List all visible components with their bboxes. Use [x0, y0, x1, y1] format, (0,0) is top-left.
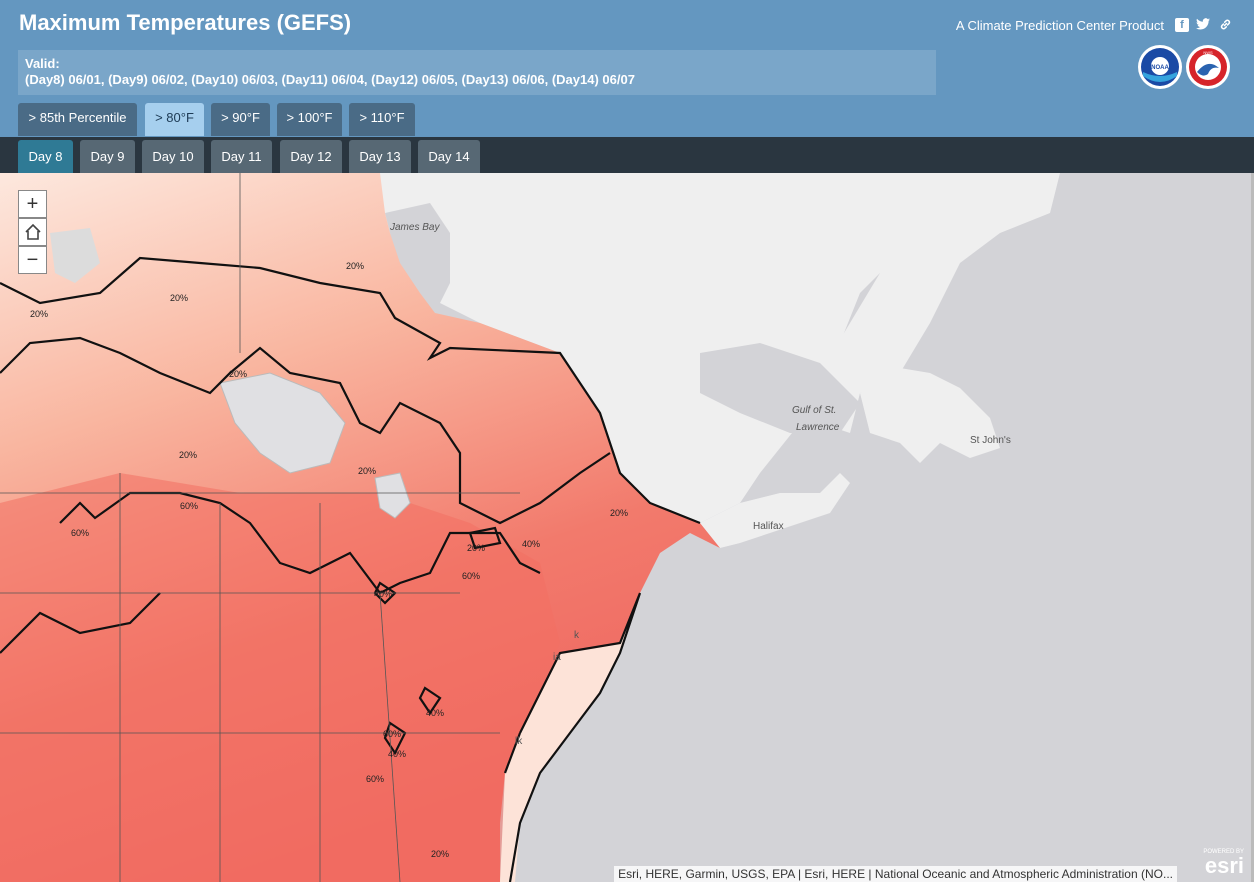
newfoundland — [860, 368, 1000, 463]
noaa-logo-text: NOAA — [1151, 65, 1169, 71]
canada-land — [380, 173, 920, 523]
nova-scotia — [700, 473, 850, 548]
label-gulf-line1: Gulf of St. — [792, 405, 836, 416]
tab-threshold-85th-percentile[interactable]: > 85th Percentile — [18, 103, 137, 136]
lake-winnipeg — [50, 228, 100, 283]
valid-label: Valid: — [25, 56, 60, 71]
product-label: A Climate Prediction Center Product — [955, 18, 1164, 33]
tab-day-11[interactable]: Day 11 — [211, 140, 272, 173]
zoom-in-button[interactable]: + — [18, 190, 47, 218]
label-halifax: Halifax — [753, 521, 784, 532]
tab-threshold-80f[interactable]: > 80°F — [145, 103, 204, 136]
gulf-of-st-lawrence — [700, 343, 860, 433]
contour-label: 20% — [170, 293, 188, 303]
valid-days-text: (Day8) 06/01, (Day9) 06/02, (Day10) 06/0… — [25, 72, 635, 87]
contour-label: 60% — [71, 528, 89, 538]
tab-threshold-100f[interactable]: > 100°F — [277, 103, 342, 136]
tab-day-9[interactable]: Day 9 — [80, 140, 135, 173]
header: Maximum Temperatures (GEFS) A Climate Pr… — [0, 0, 1254, 137]
contour-label: 20% — [358, 466, 376, 476]
label-philadelphia-partial: ia — [553, 652, 561, 663]
esri-logo-text: esri — [1204, 853, 1244, 878]
contour-label: 20% — [346, 261, 364, 271]
label-gulf-line2: Lawrence — [796, 422, 840, 433]
label-new-york-partial: k — [574, 630, 580, 641]
esri-logo[interactable]: POWERED BY esri — [1186, 849, 1244, 879]
state-boundaries — [0, 173, 520, 882]
tab-threshold-110f[interactable]: > 110°F — [349, 103, 415, 136]
facebook-icon[interactable]: f — [1175, 18, 1189, 32]
map-attribution: Esri, HERE, Garmin, USGS, EPA | Esri, HE… — [614, 866, 1177, 882]
nws-logo[interactable]: NWS — [1185, 44, 1231, 90]
home-button[interactable] — [18, 218, 47, 246]
day-tabs-bar: Day 8 Day 9 Day 10 Day 11 Day 12 Day 13 … — [0, 137, 1254, 173]
valid-dates-panel: Valid: (Day8) 06/01, (Day9) 06/02, (Day1… — [18, 50, 936, 95]
contour-label: 40% — [522, 539, 540, 549]
esri-powered-label: POWERED BY — [1203, 849, 1244, 855]
tab-day-14[interactable]: Day 14 — [418, 140, 480, 173]
lake-michigan — [374, 472, 411, 519]
labrador-land — [700, 173, 1060, 433]
label-st-johns: St John's — [970, 435, 1011, 446]
contour-label: 20% — [610, 508, 628, 518]
tab-day-12[interactable]: Day 12 — [280, 140, 342, 173]
tab-threshold-90f[interactable]: > 90°F — [211, 103, 270, 136]
contour-label: 40% — [426, 708, 444, 718]
tab-day-13[interactable]: Day 13 — [349, 140, 411, 173]
contour-label: 20% — [179, 450, 197, 460]
map-view[interactable]: James Bay Gulf of St. Lawrence St John's… — [0, 173, 1251, 882]
lake-superior — [219, 372, 346, 474]
contour-label: 60% — [180, 501, 198, 511]
contour-label: 20% — [229, 369, 247, 379]
map-canvas: James Bay Gulf of St. Lawrence St John's… — [0, 173, 1251, 882]
contour-label: 20% — [30, 309, 48, 319]
james-bay — [385, 203, 450, 313]
contour-label: 20% — [467, 543, 485, 553]
zoom-out-button[interactable]: − — [18, 246, 47, 274]
contour-label: 60% — [462, 571, 480, 581]
page-scrollbar[interactable] — [1251, 173, 1254, 882]
tab-day-8[interactable]: Day 8 — [18, 140, 73, 173]
contour-label: 20% — [431, 849, 449, 859]
contour-label: 40% — [374, 589, 392, 599]
page-title: Maximum Temperatures (GEFS) — [19, 10, 352, 35]
label-norfolk-partial: lk — [515, 736, 523, 747]
noaa-logo[interactable]: NOAA — [1137, 44, 1183, 90]
contour-label: 60% — [366, 774, 384, 784]
link-icon[interactable] — [1218, 18, 1232, 32]
nws-logo-text: NWS — [1203, 50, 1213, 55]
home-icon — [24, 223, 41, 240]
contour-lines — [0, 256, 701, 882]
tab-day-10[interactable]: Day 10 — [142, 140, 204, 173]
twitter-icon[interactable] — [1196, 18, 1210, 32]
contour-label: 60% — [383, 729, 401, 739]
contour-label: 40% — [388, 749, 406, 759]
coastal-low-prob — [500, 593, 640, 882]
label-james-bay: James Bay — [389, 222, 440, 233]
